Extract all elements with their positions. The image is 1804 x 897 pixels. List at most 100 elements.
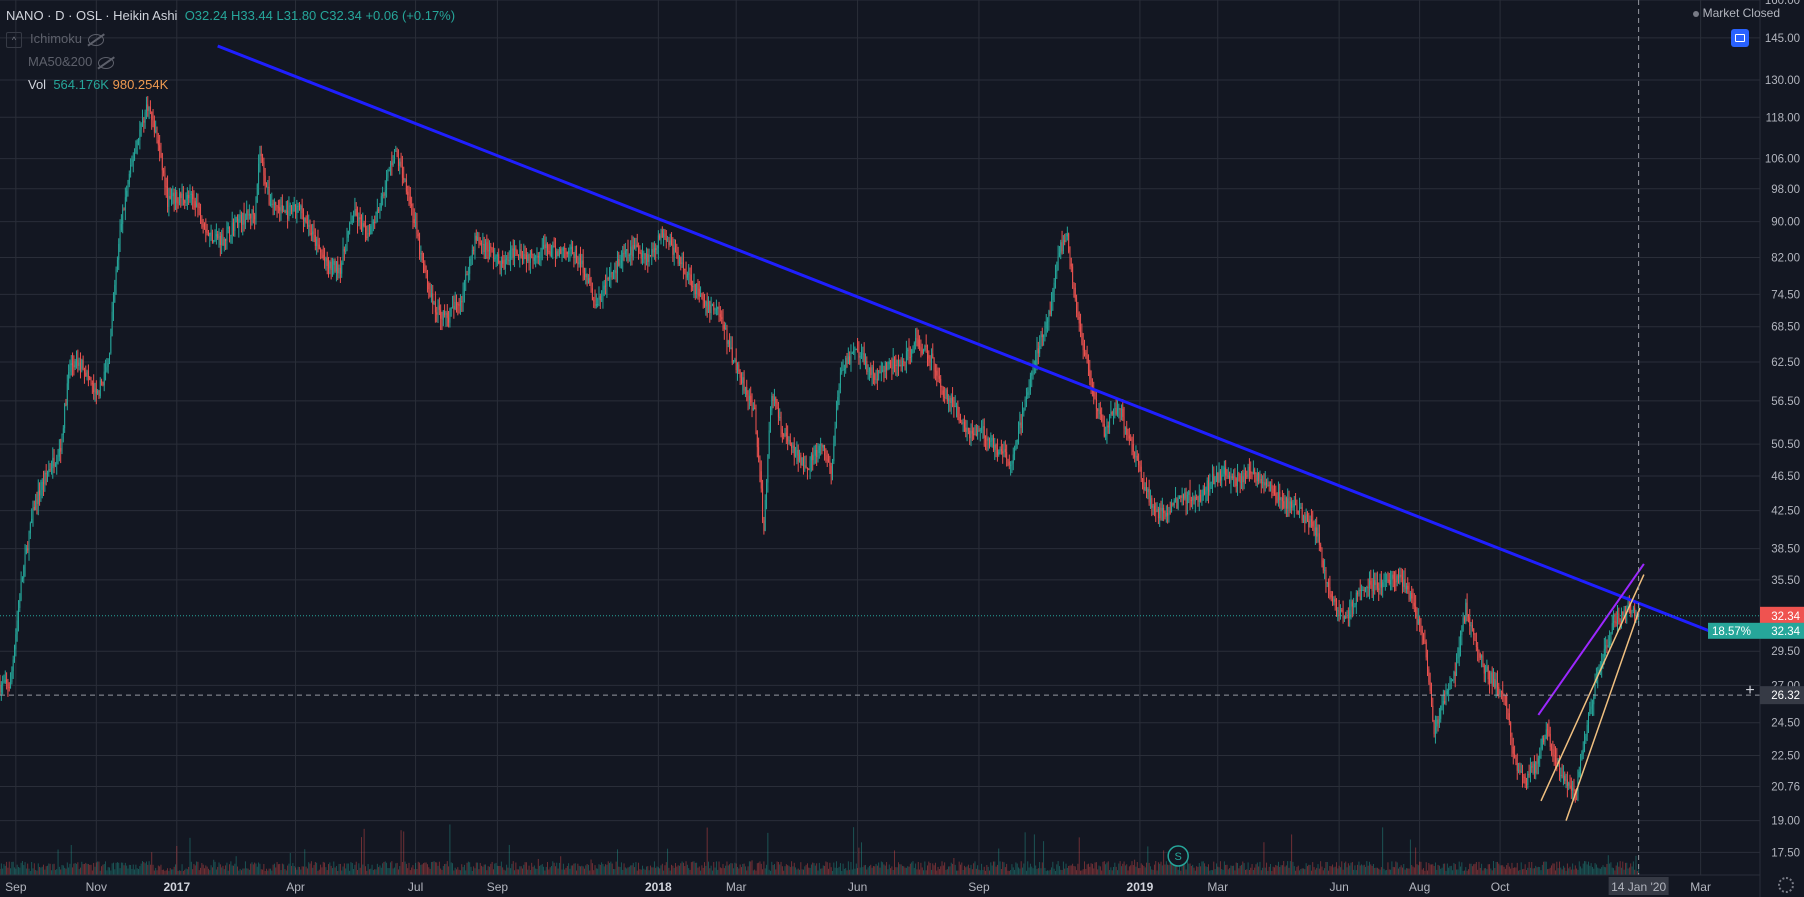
volume-bar: [131, 868, 133, 875]
candle-body: [925, 345, 927, 347]
volume-bar: [159, 866, 161, 875]
candle-body: [434, 302, 436, 313]
candle-body: [684, 268, 686, 270]
volume-bar: [708, 861, 709, 875]
candle-body: [1370, 580, 1372, 585]
plus-icon[interactable]: +: [1745, 682, 1755, 699]
candle-body: [839, 372, 841, 388]
candle-body: [453, 306, 455, 310]
volume-bar: [419, 862, 421, 875]
candle-body: [866, 361, 868, 372]
volume-bar: [80, 867, 81, 875]
volume-bar: [1597, 867, 1599, 875]
candle-body: [56, 461, 58, 464]
candle-body: [1052, 291, 1054, 301]
candle-body: [978, 430, 980, 432]
volume-bar: [675, 863, 676, 875]
candle-body: [554, 245, 556, 258]
volume-bar: [231, 865, 233, 875]
symbol-title[interactable]: NANO · D · OSL · Heikin Ashi: [6, 8, 178, 23]
volume-bar: [168, 870, 170, 875]
time-tick-label: Jun: [1329, 880, 1348, 894]
eye-hidden-icon[interactable]: [98, 56, 115, 69]
candle-body: [1010, 464, 1012, 466]
candle-body: [813, 455, 815, 461]
candle-body: [15, 634, 17, 650]
candle-body: [1494, 679, 1496, 689]
volume-bar: [499, 865, 501, 875]
candle-body: [1119, 408, 1121, 411]
volume-bar: [1227, 869, 1229, 875]
candle-body: [127, 184, 129, 191]
candle-body: [194, 201, 196, 208]
candle-body: [222, 234, 224, 246]
volume-bar: [758, 862, 760, 875]
eye-hidden-icon[interactable]: [88, 33, 105, 46]
candle-body: [1568, 782, 1570, 786]
candle-body: [138, 140, 139, 142]
candle-body: [1384, 580, 1386, 582]
volume-bar: [1301, 868, 1303, 875]
screenshot-icon[interactable]: [1731, 29, 1749, 47]
gear-icon[interactable]: [1778, 877, 1794, 893]
candle-body: [1561, 775, 1563, 777]
volume-bar: [99, 870, 101, 875]
volume-bar: [1433, 865, 1435, 875]
volume-bar: [519, 866, 521, 875]
candle-body: [16, 620, 18, 635]
volume-bar: [295, 867, 296, 875]
candle-body: [430, 293, 432, 297]
volume-bar: [233, 865, 234, 875]
indicator-ichimoku[interactable]: ^ Ichimoku: [6, 27, 455, 50]
volume-bar: [565, 867, 567, 875]
volume-bar: [1280, 865, 1282, 875]
volume-bar: [920, 862, 922, 875]
volume-bar: [531, 862, 533, 875]
volume-bar: [405, 863, 407, 875]
volume-bar: [632, 862, 634, 875]
candle-body: [1471, 624, 1473, 629]
time-tick-label: Nov: [86, 880, 107, 894]
time-tick-label: 2018: [645, 880, 672, 894]
volume-bar: [489, 866, 490, 875]
indicator-volume[interactable]: Vol 564.176K 980.254K: [6, 73, 455, 96]
candle-body: [1374, 580, 1376, 585]
price-tick-label: 17.50: [1771, 847, 1800, 859]
candle-body: [345, 250, 347, 252]
candle-body: [663, 233, 665, 238]
volume-bar: [598, 864, 600, 875]
volume-bar: [521, 868, 523, 875]
candle-body: [928, 355, 930, 359]
volume-bar: [529, 870, 531, 875]
volume-bar: [1201, 861, 1203, 875]
indicator-ma[interactable]: MA50&200: [6, 50, 455, 73]
candle-body: [250, 214, 252, 219]
candle-body: [1140, 466, 1142, 479]
volume-bar: [1124, 865, 1126, 875]
volume-bar: [1098, 865, 1100, 875]
candle-body: [1434, 726, 1436, 735]
volume-bar: [411, 867, 413, 875]
candle-body: [1244, 472, 1246, 476]
volume-bar: [1113, 866, 1114, 875]
volume-bar: [929, 863, 931, 875]
volume-bar: [894, 850, 895, 875]
candle-body: [4, 679, 6, 683]
volume-bar: [123, 865, 125, 875]
volume-bar: [582, 866, 584, 875]
candle-body: [273, 202, 275, 205]
candle-body: [1186, 494, 1188, 504]
candle-body: [875, 378, 877, 380]
volume-bar: [1411, 865, 1413, 875]
volume-bar: [569, 868, 571, 875]
volume-bar: [260, 869, 262, 875]
candle-body: [1193, 497, 1195, 502]
candle-body: [474, 235, 476, 251]
candle-body: [417, 234, 419, 237]
volume-bar: [1457, 869, 1459, 875]
chevron-up-icon[interactable]: ^: [6, 31, 22, 48]
candle-body: [1061, 242, 1063, 252]
volume-bar: [1560, 867, 1562, 875]
candle-body: [1134, 451, 1136, 458]
